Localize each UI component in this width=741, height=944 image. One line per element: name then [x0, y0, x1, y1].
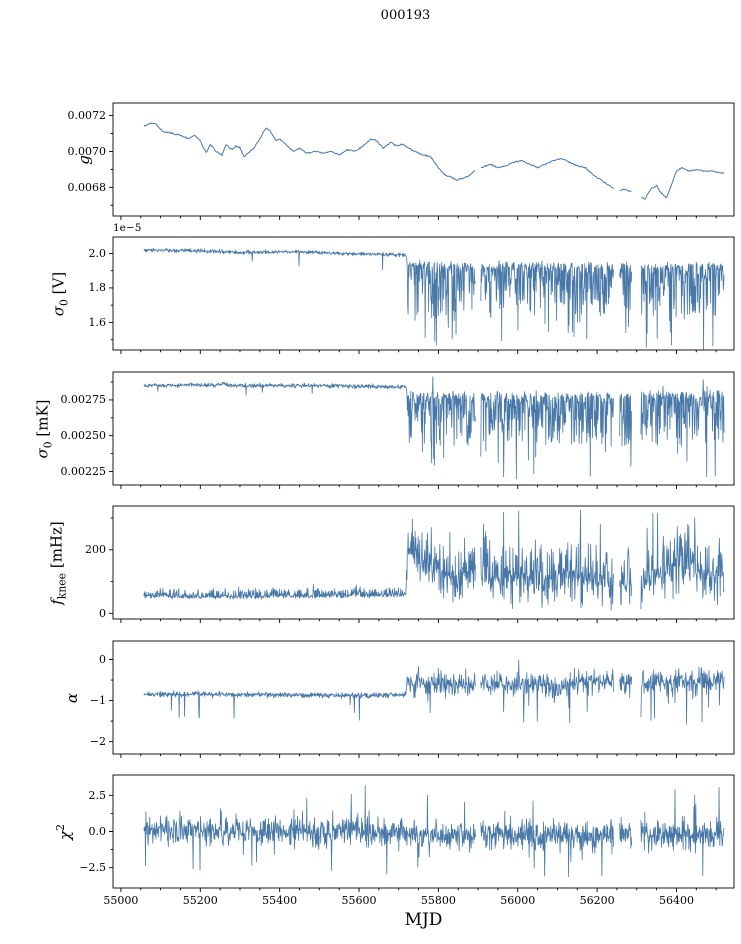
plot-canvas-sigma0-v: [103, 227, 741, 360]
y-axis-label-part: α: [63, 692, 81, 703]
subplot-alpha: [103, 631, 741, 764]
y-tick-label: −2.5: [79, 861, 106, 875]
y-tick-label: 0.00275: [60, 393, 107, 407]
y-tick-label: 0.0: [88, 825, 107, 838]
y-tick-label: 0.0072: [67, 109, 107, 123]
y-tick-label: 1.8: [88, 281, 107, 295]
x-tick-label: 55000: [103, 894, 139, 907]
y-tick-label: 0.0070: [67, 144, 107, 158]
y-tick-label: 200: [85, 543, 106, 557]
y-axis-label-part: g: [75, 154, 93, 165]
subplot-sigma0-mk: [103, 362, 741, 495]
y-axis-label-part: 0: [41, 440, 55, 448]
x-tick-label: 56000: [500, 894, 536, 907]
subplot-fknee: [103, 496, 741, 629]
y-axis-label-part: σ: [49, 305, 68, 316]
y-tick-label: −2: [89, 735, 106, 749]
x-tick-label: 55200: [182, 894, 218, 907]
y-axis-label-part: χ: [56, 830, 74, 840]
subplot-g: [103, 93, 741, 226]
y-axis-label-part: 0: [57, 298, 71, 306]
plot-title: 000193: [380, 8, 431, 23]
y-axis-label-part: σ: [33, 447, 52, 459]
x-axis-label: MJD: [404, 910, 443, 930]
plot-canvas-g: [103, 93, 741, 226]
y-tick-label: 0: [99, 606, 106, 620]
subplot-chi2: [103, 765, 741, 898]
subplot-sigma0-v: [103, 227, 741, 360]
plot-canvas-alpha: [103, 631, 741, 764]
plot-canvas-chi2: [103, 765, 741, 898]
y-tick-label: 2.0: [88, 246, 107, 260]
y-axis-label-part: [mHz]: [47, 520, 66, 573]
y-axis-label-sigma0-mk: σ0 [mK]: [34, 399, 55, 458]
y-axis-label-part: knee: [55, 572, 69, 599]
y-axis-label-g: g: [75, 155, 93, 165]
y-tick-label: 1.6: [88, 315, 107, 329]
y-axis-label-part: [mK]: [33, 398, 52, 441]
y-tick-label: −1: [89, 694, 106, 708]
x-tick-label: 56200: [579, 894, 615, 907]
y-axis-label-part: f: [47, 598, 66, 605]
y-tick-label: 0.00250: [60, 429, 107, 443]
y-tick-label: 0: [99, 652, 106, 666]
axis-offset-text: 1e−5: [113, 222, 142, 234]
x-tick-label: 55600: [341, 894, 377, 907]
plot-canvas-fknee: [103, 496, 741, 629]
y-axis-label-part: [V]: [49, 271, 68, 299]
y-tick-label: 0.00225: [60, 464, 107, 478]
y-axis-label-part: 2: [54, 823, 67, 831]
x-tick-label: 55400: [262, 894, 298, 907]
y-tick-label: 2.5: [88, 788, 107, 802]
x-tick-label: 56400: [658, 894, 694, 907]
plot-canvas-sigma0-mk: [103, 362, 741, 495]
y-axis-label-sigma0-v: σ0 [V]: [50, 271, 71, 315]
y-axis-label-fknee: fknee [mHz]: [48, 521, 69, 605]
x-tick-label: 55800: [420, 894, 456, 907]
y-axis-label-chi2: χ2: [54, 824, 74, 840]
y-tick-label: 0.0068: [67, 180, 107, 194]
y-axis-label-alpha: α: [63, 692, 81, 702]
